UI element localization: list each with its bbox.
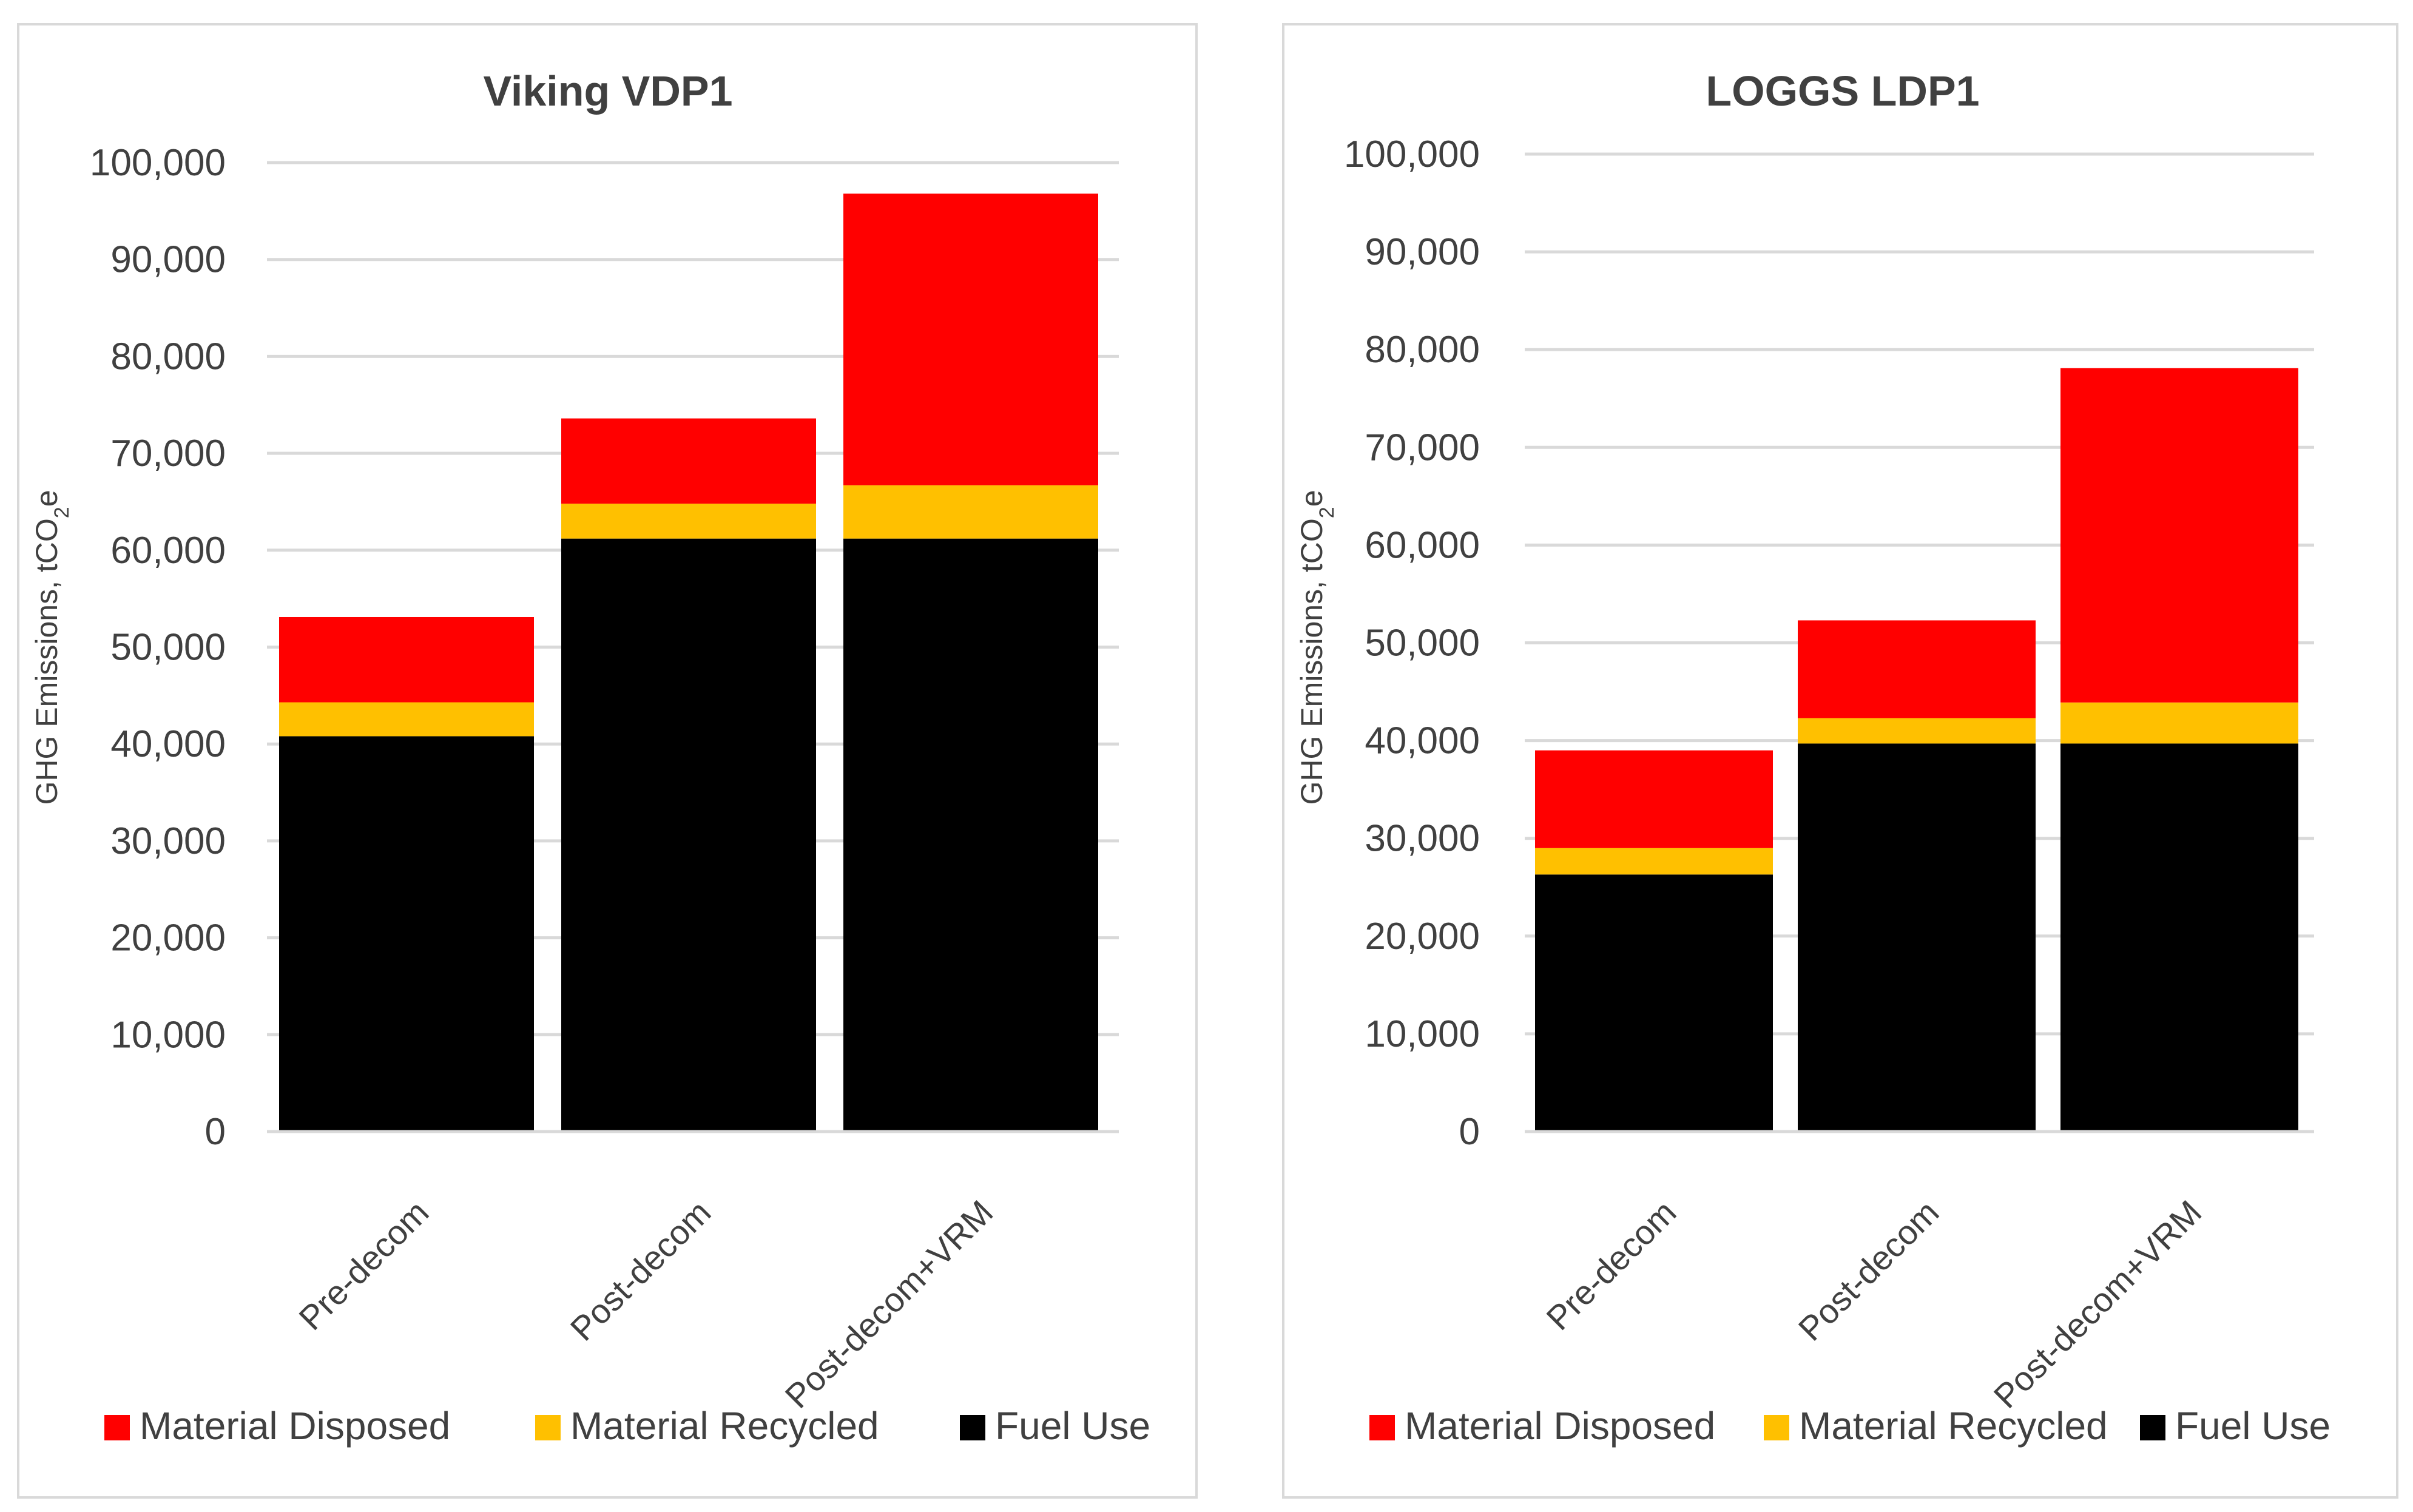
chart-viking-vdp1: Viking VDP1 0 10,000 20,000 30,000 40,000 50,0… <box>30 67 1150 1448</box>
y-tick-label: 30,000 <box>110 820 226 862</box>
bar-material-disposed-post-decom <box>561 418 816 504</box>
y-tick-label: 20,000 <box>110 917 226 959</box>
legend-swatch-material-recycled <box>535 1415 561 1440</box>
chart-panel-loggs: LOGGS LDP1 0 10,000 20,000 30,000 40,000 50,00… <box>1282 23 2398 1499</box>
legend-swatch-material-recycled <box>1764 1415 1789 1440</box>
y-axis-label-subscript: 2 <box>50 507 73 518</box>
chart-panel-viking: Viking VDP1 0 10,000 20,000 30,000 40,000 50,0… <box>17 23 1198 1499</box>
legend-label-fuel-use: Fuel Use <box>995 1404 1150 1448</box>
y-tick-label: 10,000 <box>110 1014 226 1056</box>
x-tick-label: Pre-decom <box>291 1193 436 1337</box>
x-tick-label: Post-decom <box>563 1193 718 1348</box>
y-axis-label-main: GHG Emissions, tCO <box>30 518 64 805</box>
bar-material-recycled-post-decom <box>1798 718 2036 744</box>
y-tick-label: 60,000 <box>110 530 226 572</box>
bar-fuel-use-post-decom-vrm <box>843 538 1098 1132</box>
legend-label-material-recycled: Material Recycled <box>570 1404 879 1448</box>
x-tick-label: Post-decom+VRM <box>1986 1193 2209 1416</box>
bar-material-recycled-post-decom-vrm <box>2060 702 2298 744</box>
y-tick-label: 10,000 <box>1365 1013 1480 1055</box>
bar-fuel-use-pre-decom <box>279 736 534 1132</box>
bar-fuel-use-post-decom <box>561 538 816 1132</box>
y-tick-label: 100,000 <box>90 142 226 184</box>
bar-material-disposed-post-decom-vrm <box>2060 368 2298 703</box>
bar-material-disposed-pre-decom <box>1535 750 1773 848</box>
legend-label-material-recycled: Material Recycled <box>1799 1404 2108 1448</box>
y-axis-label: GHG Emissions, tCO2e <box>30 490 73 805</box>
x-tick-label: Pre-decom <box>1539 1193 1683 1337</box>
x-tick-label: Post-decom+VRM <box>778 1193 1001 1416</box>
chart-loggs-ldp1: LOGGS LDP1 0 10,000 20,000 30,000 40,000 50,00… <box>1295 67 2330 1448</box>
bar-material-recycled-post-decom-vrm <box>843 485 1098 539</box>
bar-material-disposed-pre-decom <box>279 616 534 703</box>
bar-material-disposed-post-decom-vrm <box>843 194 1098 485</box>
y-tick-label: 50,000 <box>110 627 226 669</box>
bar-material-recycled-pre-decom <box>1535 848 1773 875</box>
y-tick-label: 90,000 <box>110 239 226 281</box>
chart-title: LOGGS LDP1 <box>1706 67 1979 115</box>
bar-fuel-use-post-decom <box>1798 743 2036 1132</box>
bar-material-recycled-pre-decom <box>279 702 534 737</box>
y-axis-label: GHG Emissions, tCO2e <box>1295 490 1338 805</box>
y-axis-label-end: e <box>1295 490 1329 507</box>
y-tick-label: 0 <box>1459 1111 1480 1153</box>
y-tick-label: 30,000 <box>1365 818 1480 860</box>
bar-fuel-use-pre-decom <box>1535 874 1773 1132</box>
legend-swatch-fuel-use <box>2140 1415 2165 1440</box>
x-tick-label: Post-decom <box>1791 1193 1946 1348</box>
y-tick-label: 80,000 <box>110 336 226 377</box>
y-tick-label: 70,000 <box>1365 427 1480 468</box>
y-tick-label: 20,000 <box>1365 916 1480 957</box>
chart-title: Viking VDP1 <box>483 67 732 115</box>
y-axis-label-subscript: 2 <box>1315 507 1338 518</box>
legend-label-fuel-use: Fuel Use <box>2175 1404 2330 1448</box>
y-tick-label: 60,000 <box>1365 524 1480 566</box>
legend-swatch-material-disposed <box>104 1415 130 1440</box>
legend-swatch-fuel-use <box>960 1415 985 1440</box>
y-tick-label: 40,000 <box>1365 720 1480 762</box>
y-axis-label-main: GHG Emissions, tCO <box>1295 518 1329 805</box>
bar-fuel-use-post-decom-vrm <box>2060 743 2298 1132</box>
y-axis-label-end: e <box>30 490 64 507</box>
y-tick-label: 40,000 <box>110 723 226 765</box>
legend-swatch-material-disposed <box>1369 1415 1395 1440</box>
y-tick-label: 80,000 <box>1365 329 1480 371</box>
y-tick-label: 0 <box>205 1111 226 1153</box>
y-tick-label: 100,000 <box>1344 133 1480 175</box>
bar-material-recycled-post-decom <box>561 504 816 539</box>
legend-label-material-disposed: Material Disposed <box>1405 1404 1715 1448</box>
legend-label-material-disposed: Material Disposed <box>140 1404 450 1448</box>
y-tick-label: 90,000 <box>1365 231 1480 273</box>
bar-material-disposed-post-decom <box>1798 620 2036 718</box>
y-tick-label: 70,000 <box>110 433 226 474</box>
y-tick-label: 50,000 <box>1365 623 1480 664</box>
